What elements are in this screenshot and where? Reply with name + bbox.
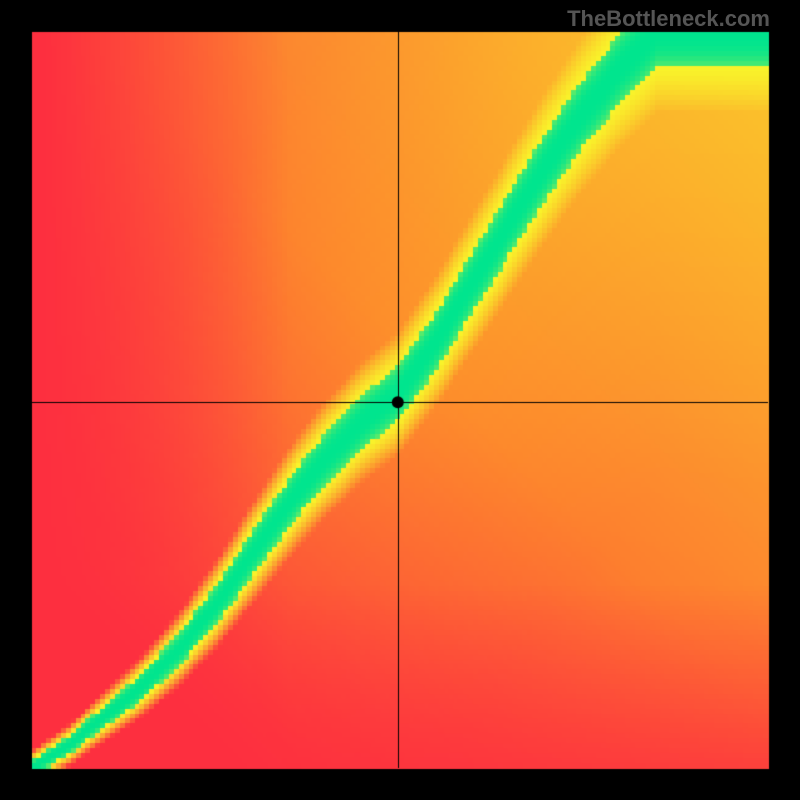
bottleneck-heatmap bbox=[0, 0, 800, 800]
chart-container: TheBottleneck.com bbox=[0, 0, 800, 800]
watermark-text: TheBottleneck.com bbox=[567, 6, 770, 32]
